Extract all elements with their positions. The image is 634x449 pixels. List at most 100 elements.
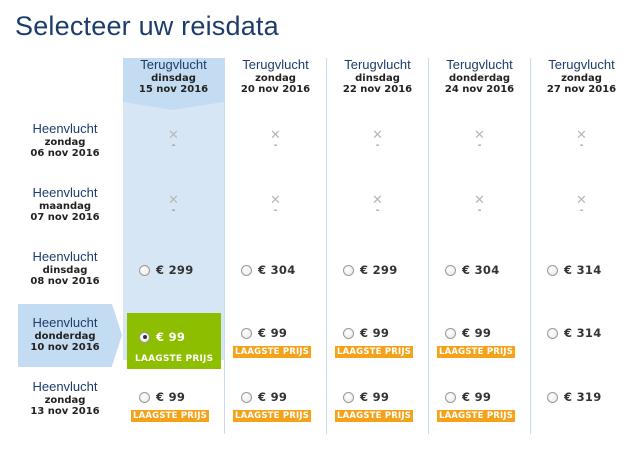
unavailable-text: - bbox=[477, 140, 482, 151]
fare-option[interactable]: € 99 bbox=[241, 325, 287, 341]
cross-icon: ✕ bbox=[576, 128, 587, 143]
return-date-header[interactable]: Terugvlucht zondag 20 nov 2016 bbox=[225, 57, 326, 96]
fare-cell[interactable]: € 99 LAAGSTE PRIJS bbox=[429, 309, 530, 365]
outbound-date: 06 nov 2016 bbox=[30, 148, 100, 160]
fare-cell[interactable]: € 99 LAAGSTE PRIJS bbox=[225, 373, 326, 429]
fare-radio-button[interactable] bbox=[547, 264, 558, 276]
fare-price: € 99 bbox=[360, 326, 390, 340]
fare-cell[interactable]: € 99 LAAGSTE PRIJS bbox=[123, 309, 224, 369]
unavailable-cell: ✕ - bbox=[225, 182, 326, 238]
fare-option[interactable]: € 299 bbox=[343, 262, 398, 278]
fare-cell[interactable]: € 299 bbox=[123, 246, 224, 302]
return-day: dinsdag bbox=[355, 72, 400, 84]
fare-cell[interactable]: € 99 LAAGSTE PRIJS bbox=[123, 373, 224, 429]
fare-cell[interactable]: € 99 LAAGSTE PRIJS bbox=[327, 373, 428, 429]
outbound-label: Heenvlucht bbox=[32, 315, 98, 330]
unavailable-text: - bbox=[579, 205, 584, 216]
outbound-date: 10 nov 2016 bbox=[30, 342, 100, 354]
return-label: Terugvlucht bbox=[446, 57, 513, 72]
fare-option[interactable]: € 304 bbox=[445, 262, 500, 278]
outbound-date-header[interactable]: Heenvlucht dinsdag 08 nov 2016 bbox=[18, 249, 112, 288]
fare-radio-button[interactable] bbox=[343, 391, 354, 403]
return-label: Terugvlucht bbox=[344, 57, 411, 72]
unavailable-cell: ✕ - bbox=[327, 117, 428, 173]
fare-price: € 99 bbox=[156, 330, 186, 344]
outbound-label: Heenvlucht bbox=[32, 121, 98, 136]
fare-radio-button[interactable] bbox=[343, 327, 354, 339]
outbound-date: 13 nov 2016 bbox=[30, 406, 100, 418]
fare-price: € 319 bbox=[564, 390, 602, 404]
cross-icon: ✕ bbox=[270, 193, 281, 208]
return-date-header[interactable]: Terugvlucht dinsdag 22 nov 2016 bbox=[327, 57, 428, 96]
outbound-label: Heenvlucht bbox=[32, 379, 98, 394]
fare-option[interactable]: € 304 bbox=[241, 262, 296, 278]
cross-icon: ✕ bbox=[168, 193, 179, 208]
unavailable-text: - bbox=[171, 140, 176, 151]
return-day: zondag bbox=[255, 72, 296, 84]
selected-column-header-bg bbox=[123, 58, 224, 110]
unavailable-text: - bbox=[273, 140, 278, 151]
fare-radio-button[interactable] bbox=[547, 391, 558, 403]
fare-option[interactable]: € 99 bbox=[445, 389, 491, 405]
return-label: Terugvlucht bbox=[242, 57, 309, 72]
unavailable-cell: ✕ - bbox=[327, 182, 428, 238]
return-date-header[interactable]: Terugvlucht donderdag 24 nov 2016 bbox=[429, 57, 530, 96]
return-date-header[interactable]: Terugvlucht dinsdag 15 nov 2016 bbox=[123, 57, 224, 96]
fare-option[interactable]: € 99 bbox=[139, 389, 185, 405]
outbound-date-header[interactable]: Heenvlucht donderdag 10 nov 2016 bbox=[18, 315, 112, 354]
fare-option[interactable]: € 99 bbox=[445, 325, 491, 341]
fare-option[interactable]: € 314 bbox=[547, 325, 602, 341]
fare-cell[interactable]: € 299 bbox=[327, 246, 428, 302]
fare-cell[interactable]: € 99 LAAGSTE PRIJS bbox=[327, 309, 428, 365]
fare-radio-button[interactable] bbox=[241, 264, 252, 276]
return-date: 15 nov 2016 bbox=[138, 84, 209, 96]
fare-cell[interactable]: € 314 bbox=[531, 246, 632, 302]
unavailable-marker: ✕ - bbox=[123, 129, 224, 151]
fare-option[interactable]: € 299 bbox=[139, 262, 194, 278]
unavailable-marker: ✕ - bbox=[327, 194, 428, 216]
fare-radio-button[interactable] bbox=[445, 391, 456, 403]
fare-radio-button[interactable] bbox=[445, 327, 456, 339]
outbound-date: 08 nov 2016 bbox=[30, 276, 100, 288]
unavailable-text: - bbox=[375, 205, 380, 216]
fare-radio-button[interactable] bbox=[139, 391, 150, 403]
fare-option[interactable]: € 99 bbox=[343, 325, 389, 341]
fare-option[interactable]: € 99 bbox=[139, 329, 185, 345]
fare-cell[interactable]: € 99 LAAGSTE PRIJS bbox=[429, 373, 530, 429]
fare-option[interactable]: € 319 bbox=[547, 389, 602, 405]
fare-radio-button[interactable] bbox=[445, 264, 456, 276]
fare-radio-button[interactable] bbox=[139, 264, 150, 276]
unavailable-marker: ✕ - bbox=[327, 129, 428, 151]
cross-icon: ✕ bbox=[474, 193, 485, 208]
unavailable-cell: ✕ - bbox=[429, 117, 530, 173]
outbound-date-header[interactable]: Heenvlucht zondag 06 nov 2016 bbox=[18, 121, 112, 160]
outbound-date-header[interactable]: Heenvlucht zondag 13 nov 2016 bbox=[18, 379, 112, 418]
outbound-date: 07 nov 2016 bbox=[30, 212, 100, 224]
outbound-label: Heenvlucht bbox=[32, 185, 98, 200]
outbound-date-header[interactable]: Heenvlucht maandag 07 nov 2016 bbox=[18, 185, 112, 224]
fare-cell[interactable]: € 99 LAAGSTE PRIJS bbox=[225, 309, 326, 365]
fare-radio-button[interactable] bbox=[343, 264, 354, 276]
return-date-header[interactable]: Terugvlucht zondag 27 nov 2016 bbox=[531, 57, 632, 96]
fare-radio-button[interactable] bbox=[241, 327, 252, 339]
return-label: Terugvlucht bbox=[548, 57, 615, 72]
fare-cell[interactable]: € 304 bbox=[225, 246, 326, 302]
fare-price: € 99 bbox=[462, 390, 492, 404]
unavailable-text: - bbox=[171, 205, 176, 216]
fare-cell[interactable]: € 314 bbox=[531, 309, 632, 365]
fare-option[interactable]: € 314 bbox=[547, 262, 602, 278]
cross-icon: ✕ bbox=[372, 128, 383, 143]
fare-cell[interactable]: € 319 bbox=[531, 373, 632, 429]
fare-radio-button[interactable] bbox=[139, 331, 150, 343]
fare-option[interactable]: € 99 bbox=[241, 389, 287, 405]
unavailable-marker: ✕ - bbox=[429, 194, 530, 216]
fare-cell[interactable]: € 304 bbox=[429, 246, 530, 302]
fare-option[interactable]: € 99 bbox=[343, 389, 389, 405]
outbound-day: maandag bbox=[38, 200, 92, 212]
fare-radio-button[interactable] bbox=[241, 391, 252, 403]
fare-price: € 99 bbox=[258, 390, 288, 404]
column-divider bbox=[224, 58, 225, 434]
fare-radio-button[interactable] bbox=[547, 327, 558, 339]
return-day: donderdag bbox=[448, 72, 511, 84]
return-date: 24 nov 2016 bbox=[444, 84, 515, 96]
